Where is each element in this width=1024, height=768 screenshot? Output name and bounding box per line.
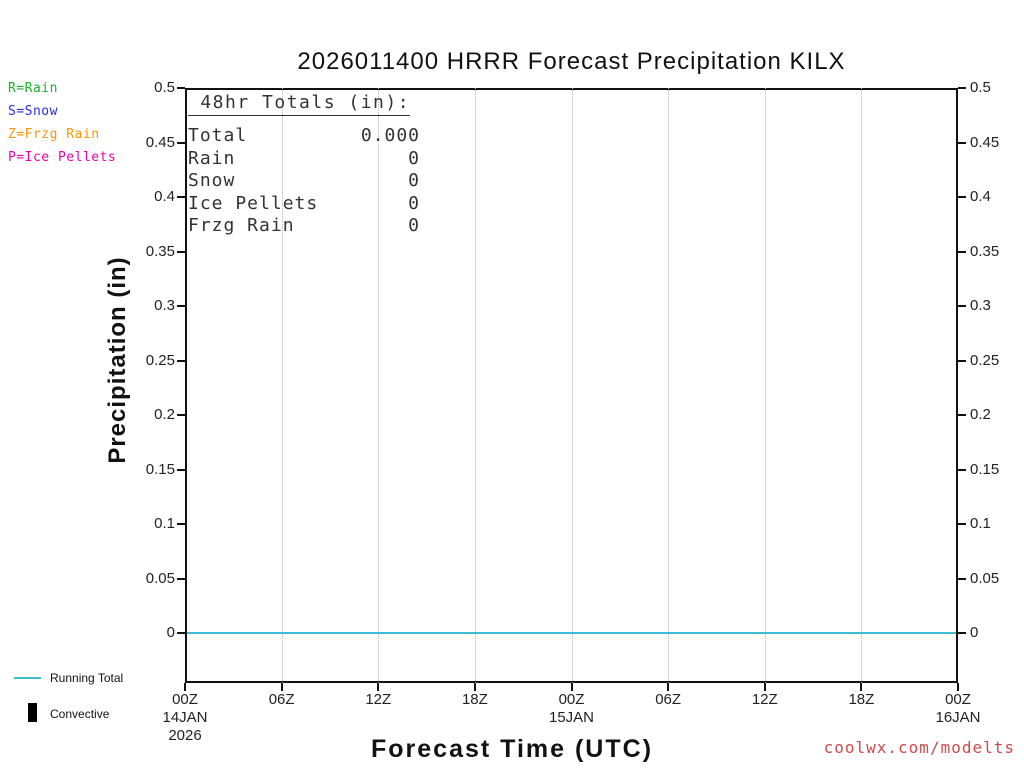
x-tick-mark: [473, 683, 476, 691]
y-tick-mark: [958, 305, 966, 307]
x-tick-label: 00Z: [945, 691, 971, 708]
y-tick-mark: [177, 305, 185, 307]
y-tick-label-right: 0.45: [970, 133, 1000, 151]
x-tick-mark: [280, 683, 283, 691]
legend-item-frzg-rain: Z=Frzg Rain: [8, 127, 100, 142]
y-tick-label-right: 0.3: [970, 297, 991, 314]
y-tick-label-right: 0.5: [970, 79, 991, 96]
totals-row-label: Frzg Rain: [188, 215, 295, 237]
y-tick-label-right: 0.05: [970, 569, 1000, 587]
legend-convective-label: Convective: [50, 707, 110, 721]
y-tick-mark: [958, 577, 966, 580]
x-date-label: 14JAN: [162, 709, 208, 726]
x-date-label: 16JAN: [935, 709, 981, 726]
x-tick-label: 12Z: [365, 691, 392, 708]
y-tick-label-left: 0.45: [145, 133, 175, 151]
legend-item-rain: R=Rain: [8, 81, 58, 96]
x-tick-mark: [184, 683, 186, 691]
totals-row-value: 0: [408, 215, 420, 237]
totals-row-value: 0.000: [360, 125, 420, 146]
totals-row-frzg-rain: Frzg Rain 0: [188, 215, 420, 238]
y-tick-mark: [958, 468, 966, 471]
totals-row-label: Ice Pellets: [188, 192, 319, 214]
y-tick-mark: [177, 414, 185, 416]
y-tick-mark: [177, 577, 185, 580]
y-tick-mark: [177, 359, 185, 362]
x-tick-mark: [377, 683, 380, 691]
y-tick-label-right: 0.15: [970, 460, 1000, 478]
y-tick-mark: [958, 414, 966, 416]
legend-item-ice-pellets: P=Ice Pellets: [8, 150, 117, 165]
y-tick-label-right: 0.35: [970, 242, 1000, 260]
totals-row-snow: Snow 0: [188, 170, 420, 193]
x-tick-label: 00Z: [172, 691, 198, 708]
y-tick-mark: [958, 250, 966, 253]
y-tick-mark: [958, 196, 966, 198]
y-tick-mark: [177, 523, 185, 525]
y-tick-mark: [177, 87, 185, 89]
totals-row-value: 0: [408, 147, 420, 169]
x-tick-mark: [570, 683, 573, 691]
totals-row-value: 0: [408, 192, 420, 214]
totals-rows: Total 0.000 Rain 0 Snow 0 Ice Pellets 0 …: [188, 125, 420, 238]
x-tick-label: 12Z: [751, 691, 778, 708]
totals-row-value: 0: [408, 170, 420, 192]
y-tick-label-right: 0.2: [970, 406, 991, 423]
y-tick-mark: [177, 196, 185, 198]
totals-row-label: Snow: [188, 170, 236, 192]
x-tick-label: 18Z: [848, 691, 875, 708]
totals-row-total: Total 0.000: [188, 125, 420, 148]
y-tick-label-right: 0.25: [970, 351, 1000, 369]
y-tick-label-right: 0: [970, 624, 979, 641]
totals-heading: 48hr Totals (in):: [188, 92, 411, 116]
y-tick-mark: [958, 87, 966, 89]
totals-row-label: Total: [188, 125, 248, 146]
x-tick-label: 06Z: [655, 691, 682, 708]
totals-row-ice-pellets: Ice Pellets 0: [188, 193, 420, 216]
y-tick-label-right: 0.4: [970, 188, 991, 205]
y-axis-title: Precipitation (in): [104, 256, 131, 464]
y-tick-mark: [958, 141, 966, 144]
chart-title: 2026011400 HRRR Forecast Precipitation K…: [297, 48, 846, 75]
y-tick-mark: [177, 632, 185, 634]
x-tick-mark: [860, 683, 863, 691]
x-tick-mark: [763, 683, 766, 691]
legend-running-total-label: Running Total: [50, 671, 124, 685]
y-tick-mark: [177, 250, 185, 253]
precip-type-legend: R=Rain S=Snow Z=Frzg Rain P=Ice Pellets: [8, 81, 116, 173]
y-tick-label-left: 0.1: [154, 515, 175, 532]
y-tick-mark: [958, 523, 966, 525]
y-tick-label-left: 0.4: [154, 188, 175, 205]
totals-row-rain: Rain 0: [188, 148, 420, 171]
y-tick-label-left: 0.5: [154, 79, 175, 96]
x-axis-title: Forecast Time (UTC): [370, 735, 654, 763]
y-tick-mark: [177, 141, 185, 144]
y-tick-mark: [177, 468, 185, 471]
y-tick-label-left: 0.05: [145, 569, 175, 587]
y-tick-mark: [958, 632, 966, 634]
x-tick-mark: [667, 683, 670, 691]
y-tick-label-left: 0: [166, 624, 175, 641]
convective-bar-swatch: [28, 703, 37, 722]
x-tick-mark: [957, 683, 959, 691]
totals-box: 48hr Totals (in): Total 0.000 Rain 0 Sno…: [188, 92, 420, 238]
watermark: coolwx.com/modelts: [823, 738, 1015, 757]
running-total-line-swatch: [14, 677, 41, 679]
legend-item-snow: S=Snow: [8, 104, 58, 119]
x-tick-label: 18Z: [461, 691, 488, 708]
totals-row-label: Rain: [188, 147, 236, 169]
y-tick-mark: [958, 359, 966, 362]
x-date-label: 15JAN: [548, 709, 595, 726]
x-tick-label: 00Z: [558, 691, 585, 708]
y-tick-label-right: 0.1: [970, 515, 991, 532]
x-tick-label: 06Z: [268, 691, 295, 708]
